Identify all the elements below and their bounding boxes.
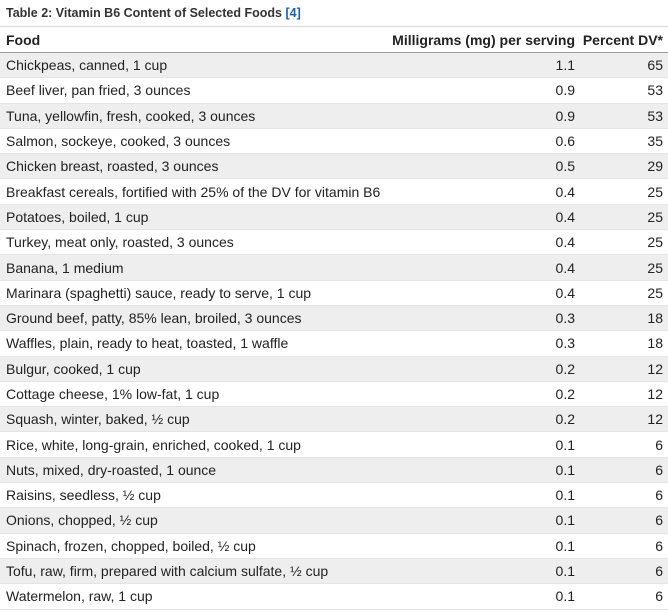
percent-dv-cell: 25 (581, 280, 668, 306)
milligrams-cell: 0.1 (390, 431, 581, 458)
header-milligrams: Milligrams (mg) per serving (390, 26, 581, 53)
food-cell: Salmon, sockeye, cooked, 3 ounces (0, 128, 390, 155)
milligrams-cell: 0.4 (390, 254, 581, 281)
table-row: Waffles, plain, ready to heat, toasted, … (0, 330, 668, 357)
milligrams-cell: 0.9 (390, 77, 581, 104)
food-cell: Onions, chopped, ½ cup (0, 507, 390, 534)
table-row: Tuna, yellowfin, fresh, cooked, 3 ounces… (0, 103, 668, 129)
table-caption: Table 2: Vitamin B6 Content of Selected … (0, 0, 668, 26)
food-cell: Squash, winter, baked, ½ cup (0, 406, 390, 433)
milligrams-cell: 0.1 (390, 457, 581, 484)
percent-dv-cell: 6 (581, 482, 668, 509)
food-cell: Banana, 1 medium (0, 254, 390, 281)
percent-dv-cell: 25 (581, 204, 668, 231)
table-row: Spinach, frozen, chopped, boiled, ½ cup 0… (0, 533, 668, 559)
milligrams-cell: 0.4 (390, 204, 581, 231)
percent-dv-cell: 6 (581, 457, 668, 484)
food-cell: Rice, white, long-grain, enriched, cooke… (0, 431, 390, 458)
vitamin-b6-table: Food Milligrams (mg) per serving Percent… (0, 26, 668, 610)
percent-dv-cell: 35 (581, 128, 668, 155)
food-cell: Spinach, frozen, chopped, boiled, ½ cup (0, 533, 390, 559)
table-row: Turkey, meat only, roasted, 3 ounces 0.4 2… (0, 229, 668, 256)
percent-dv-cell: 18 (581, 330, 668, 357)
table-row: Tofu, raw, firm, prepared with calcium s… (0, 558, 668, 585)
table-row: Chickpeas, canned, 1 cup 1.1 65 (0, 52, 668, 79)
food-cell: Waffles, plain, ready to heat, toasted, … (0, 330, 390, 357)
percent-dv-cell: 25 (581, 229, 668, 256)
food-cell: Raisins, seedless, ½ cup (0, 482, 390, 509)
food-cell: Bulgur, cooked, 1 cup (0, 356, 390, 382)
percent-dv-cell: 18 (581, 305, 668, 332)
food-cell: Tuna, yellowfin, fresh, cooked, 3 ounces (0, 103, 390, 129)
table-row: Onions, chopped, ½ cup 0.1 6 (0, 507, 668, 534)
milligrams-cell: 0.3 (390, 305, 581, 332)
percent-dv-cell: 29 (581, 153, 668, 180)
percent-dv-cell: 6 (581, 431, 668, 458)
percent-dv-cell: 65 (581, 52, 668, 79)
table-row: Bulgur, cooked, 1 cup 0.2 12 (0, 356, 668, 382)
food-cell: Beef liver, pan fried, 3 ounces (0, 77, 390, 104)
table-row: Beef liver, pan fried, 3 ounces 0.9 53 (0, 77, 668, 104)
table-row: Marinara (spaghetti) sauce, ready to ser… (0, 280, 668, 306)
table-row: Nuts, mixed, dry-roasted, 1 ounce 0.1 6 (0, 457, 668, 484)
table-row: Raisins, seedless, ½ cup 0.1 6 (0, 482, 668, 509)
percent-dv-cell: 12 (581, 406, 668, 433)
table-row: Salmon, sockeye, cooked, 3 ounces 0.6 35 (0, 128, 668, 155)
table-row: Squash, winter, baked, ½ cup 0.2 12 (0, 406, 668, 433)
percent-dv-cell: 25 (581, 254, 668, 281)
percent-dv-cell: 53 (581, 103, 668, 129)
header-percent-dv: Percent DV* (581, 26, 668, 53)
milligrams-cell: 0.2 (390, 406, 581, 433)
food-cell: Chicken breast, roasted, 3 ounces (0, 153, 390, 180)
milligrams-cell: 0.4 (390, 229, 581, 256)
percent-dv-cell: 12 (581, 381, 668, 408)
table-row: Banana, 1 medium 0.4 25 (0, 254, 668, 281)
percent-dv-cell: 25 (581, 178, 668, 205)
milligrams-cell: 0.3 (390, 330, 581, 357)
table-row: Potatoes, boiled, 1 cup 0.4 25 (0, 204, 668, 231)
milligrams-cell: 0.2 (390, 356, 581, 382)
table-row: Breakfast cereals, fortified with 25% of… (0, 178, 668, 205)
milligrams-cell: 0.6 (390, 128, 581, 155)
header-food: Food (0, 26, 390, 53)
reference-link[interactable]: [4] (285, 6, 301, 20)
food-cell: Tofu, raw, firm, prepared with calcium s… (0, 558, 390, 585)
milligrams-cell: 1.1 (390, 52, 581, 79)
table-row: Ground beef, patty, 85% lean, broiled, 3… (0, 305, 668, 332)
food-cell: Marinara (spaghetti) sauce, ready to ser… (0, 280, 390, 306)
milligrams-cell: 0.4 (390, 178, 581, 205)
table-row: Chicken breast, roasted, 3 ounces 0.5 29 (0, 153, 668, 180)
milligrams-cell: 0.1 (390, 482, 581, 509)
percent-dv-cell: 12 (581, 356, 668, 382)
milligrams-cell: 0.2 (390, 381, 581, 408)
caption-title: Table 2: Vitamin B6 Content of Selected … (6, 6, 282, 20)
food-cell: Chickpeas, canned, 1 cup (0, 52, 390, 79)
milligrams-cell: 0.4 (390, 280, 581, 306)
table-row: Cottage cheese, 1% low-fat, 1 cup 0.2 12 (0, 381, 668, 408)
food-cell: Nuts, mixed, dry-roasted, 1 ounce (0, 457, 390, 484)
milligrams-cell: 0.1 (390, 558, 581, 585)
food-cell: Ground beef, patty, 85% lean, broiled, 3… (0, 305, 390, 332)
milligrams-cell: 0.5 (390, 153, 581, 180)
milligrams-cell: 0.1 (390, 507, 581, 534)
table-row: Rice, white, long-grain, enriched, cooke… (0, 431, 668, 458)
food-cell: Breakfast cereals, fortified with 25% of… (0, 178, 390, 205)
food-cell: Cottage cheese, 1% low-fat, 1 cup (0, 381, 390, 408)
food-cell: Potatoes, boiled, 1 cup (0, 204, 390, 231)
percent-dv-cell: 6 (581, 533, 668, 559)
table-body: Chickpeas, canned, 1 cup 1.1 65 Beef liver,… (0, 52, 668, 610)
milligrams-cell: 0.9 (390, 103, 581, 129)
percent-dv-cell: 6 (581, 558, 668, 585)
percent-dv-cell: 6 (581, 507, 668, 534)
header-row: Food Milligrams (mg) per serving Percent… (0, 26, 668, 53)
milligrams-cell: 0.1 (390, 533, 581, 559)
food-cell: Turkey, meat only, roasted, 3 ounces (0, 229, 390, 256)
percent-dv-cell: 53 (581, 77, 668, 104)
